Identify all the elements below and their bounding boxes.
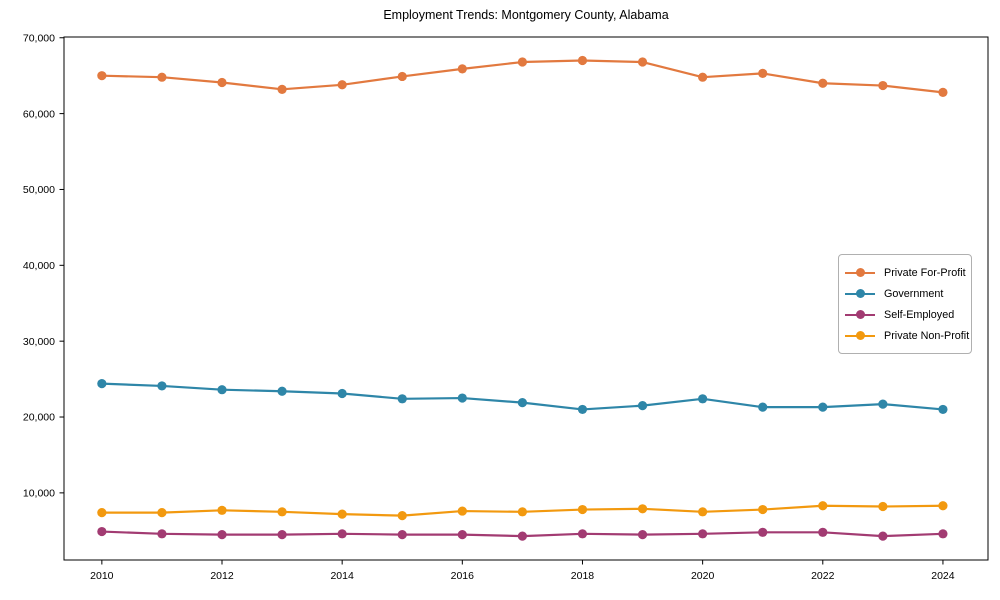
data-point-private-for-profit <box>397 71 407 82</box>
data-point-private-for-profit <box>277 84 287 94</box>
data-point-private-non-profit <box>217 505 227 515</box>
data-point-private-non-profit <box>758 504 768 515</box>
data-point-private-for-profit <box>637 57 648 67</box>
data-point-self-employed <box>878 531 888 541</box>
data-point-government <box>938 404 948 415</box>
x-axis-tick-label: 2022 <box>811 570 835 582</box>
data-point-self-employed <box>637 529 648 540</box>
data-point-government <box>217 385 227 395</box>
data-point-government <box>157 381 167 391</box>
data-point-self-employed <box>698 529 708 539</box>
x-axis-tick-label: 2024 <box>931 570 955 582</box>
x-axis-tick-label: 2012 <box>210 570 234 582</box>
y-axis-tick-label: 10,000 <box>23 488 55 500</box>
data-point-self-employed <box>397 529 407 540</box>
legend-marker-icon <box>856 310 865 319</box>
plot-border <box>63 36 989 561</box>
data-point-private-non-profit <box>517 507 527 517</box>
data-point-government <box>878 399 888 409</box>
data-point-private-non-profit <box>577 504 588 515</box>
data-point-government <box>457 393 467 403</box>
legend-label: Private For-Profit <box>884 266 966 279</box>
legend: Private For-Profit Government Self-Emplo… <box>838 254 972 354</box>
data-point-private-for-profit <box>938 87 948 97</box>
data-point-self-employed <box>277 529 287 540</box>
legend-item: Private For-Profit <box>845 262 966 283</box>
data-point-private-non-profit <box>938 501 948 511</box>
data-point-private-non-profit <box>698 507 708 517</box>
data-point-private-for-profit <box>457 64 467 74</box>
legend-swatch-self-employed <box>845 310 875 319</box>
legend-marker-icon <box>856 289 865 298</box>
data-point-private-for-profit <box>818 78 828 88</box>
data-point-self-employed <box>157 529 167 539</box>
legend-swatch-government <box>845 289 875 298</box>
x-axis-tick-label: 2018 <box>571 570 595 582</box>
data-point-private-non-profit <box>337 509 347 519</box>
data-point-government <box>277 386 287 396</box>
data-point-self-employed <box>818 527 828 537</box>
data-point-government <box>397 394 407 404</box>
y-axis-tick-label: 70,000 <box>23 32 55 44</box>
data-point-self-employed <box>938 529 948 539</box>
data-point-private-for-profit <box>97 71 107 81</box>
data-point-private-for-profit <box>577 55 588 66</box>
legend-swatch-private-for-profit <box>845 268 875 277</box>
data-point-private-for-profit <box>878 80 888 91</box>
data-point-government <box>637 401 648 411</box>
legend-item: Self-Employed <box>845 304 963 325</box>
data-point-private-for-profit <box>337 80 347 90</box>
data-point-government <box>758 402 768 412</box>
legend-label: Private Non-Profit <box>884 329 970 342</box>
data-point-self-employed <box>758 527 768 537</box>
legend-label: Self-Employed <box>884 308 955 321</box>
data-point-self-employed <box>517 531 527 541</box>
y-axis-tick-label: 50,000 <box>23 184 55 196</box>
legend-marker-icon <box>856 268 865 277</box>
data-point-government <box>698 394 708 404</box>
x-axis-tick-label: 2010 <box>90 570 114 582</box>
y-axis-tick-label: 40,000 <box>23 260 55 272</box>
x-axis-tick-label: 2020 <box>691 570 715 582</box>
x-axis-tick-label: 2014 <box>330 570 354 582</box>
data-point-private-non-profit <box>277 507 287 517</box>
data-point-private-for-profit <box>698 72 708 82</box>
data-point-private-non-profit <box>457 506 467 516</box>
data-point-private-for-profit <box>157 72 167 82</box>
legend-item: Government <box>845 283 963 304</box>
data-point-private-non-profit <box>818 501 828 511</box>
legend-swatch-private-non-profit <box>845 331 875 340</box>
data-point-self-employed <box>337 529 347 539</box>
data-point-private-non-profit <box>97 507 107 518</box>
data-point-self-employed <box>457 529 467 540</box>
legend-item: Private Non-Profit <box>845 325 969 346</box>
data-point-private-for-profit <box>758 68 768 79</box>
data-point-private-non-profit <box>878 501 888 512</box>
legend-label: Government <box>884 287 944 300</box>
data-point-private-non-profit <box>397 511 407 521</box>
chart-title: Employment Trends: Montgomery County, Al… <box>383 8 669 22</box>
data-point-government <box>517 398 527 408</box>
y-axis-tick-label: 30,000 <box>23 336 55 348</box>
data-point-private-non-profit <box>637 504 648 514</box>
data-point-self-employed <box>577 529 588 539</box>
data-point-government <box>337 388 347 399</box>
x-axis-tick-label: 2016 <box>451 570 475 582</box>
y-axis-tick-label: 20,000 <box>23 412 55 424</box>
data-point-government <box>97 379 107 389</box>
y-axis-tick-label: 60,000 <box>23 108 55 120</box>
legend-marker-icon <box>856 331 865 340</box>
data-point-government <box>577 404 588 415</box>
data-point-private-non-profit <box>157 507 167 518</box>
data-point-government <box>818 402 828 412</box>
data-point-self-employed <box>97 526 107 537</box>
data-point-self-employed <box>217 529 227 540</box>
data-point-private-for-profit <box>517 57 527 67</box>
data-point-private-for-profit <box>217 77 227 88</box>
